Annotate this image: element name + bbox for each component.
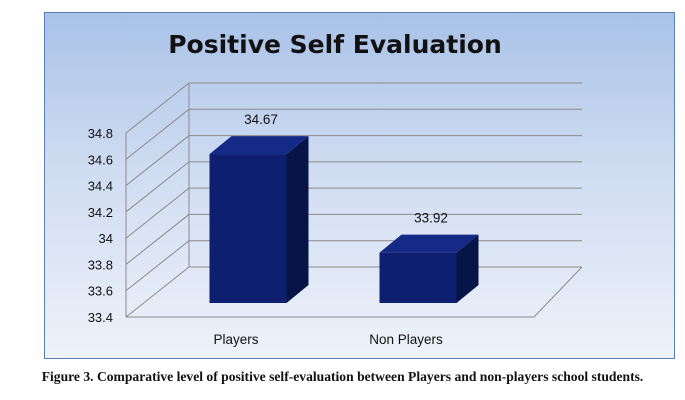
category-label: Non Players: [369, 332, 443, 347]
data-labels: 34.67 33.92: [244, 112, 448, 226]
bar-side: [456, 234, 479, 303]
side-wall-gridline: [125, 214, 190, 265]
chart-title: Positive Self Evaluation: [168, 30, 502, 59]
side-wall-gridline: [125, 240, 190, 292]
bar-front: [379, 252, 457, 303]
bar-side: [286, 136, 309, 303]
side-wall-gridline: [125, 135, 190, 186]
side-wall-gridline: [125, 82, 190, 134]
y-tick-label: 33.8: [88, 257, 113, 272]
y-tick-label: 34.6: [88, 152, 113, 167]
chart-svg: Positive Self Evaluation 33.433.633.8343…: [88, 30, 583, 347]
side-wall-gridline: [125, 161, 190, 213]
bar-top: [209, 136, 309, 155]
bar-2: [379, 234, 479, 303]
data-label: 33.92: [414, 211, 448, 226]
floor-edge: [126, 266, 583, 318]
grid-layer: [125, 82, 583, 318]
y-axis-ticks: 33.4 33.6 33.8 34 34.2 34.4 34.6 34.8: [88, 126, 113, 325]
y-tick-label: 33.4: [88, 310, 113, 325]
side-wall-gridline: [125, 187, 190, 239]
bar-front: [209, 154, 287, 303]
bar-1: [209, 136, 309, 303]
y-tick-label: 34.2: [88, 205, 113, 220]
x-axis-categories: Players Non Players: [213, 332, 443, 347]
y-tick-label: 34.4: [88, 179, 113, 194]
side-wall-gridline: [125, 108, 190, 160]
side-wall-gridline: [125, 266, 190, 318]
category-label: Players: [213, 332, 258, 347]
y-tick-label: 34.8: [88, 126, 113, 141]
bar-layer: [209, 136, 479, 303]
y-tick-label: 33.6: [88, 284, 113, 299]
bar-top: [379, 234, 479, 253]
data-label: 34.67: [244, 112, 278, 127]
chart-panel: Positive Self Evaluation 33.4 33.6 33.8 34 3…: [44, 12, 675, 359]
figure-caption: Figure 3. Comparative level of positive …: [41, 369, 644, 384]
y-tick-label: 34: [99, 231, 113, 246]
